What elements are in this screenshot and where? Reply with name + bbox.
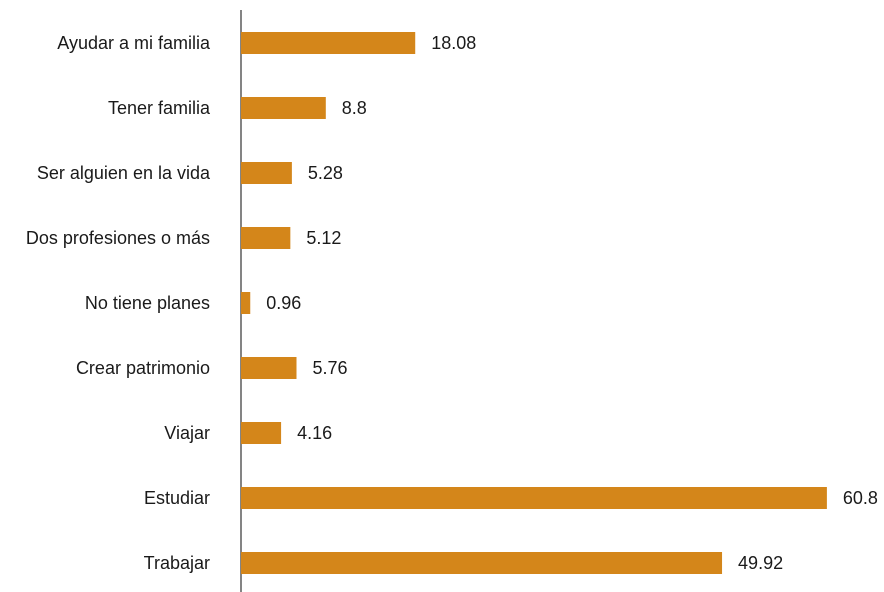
bar [241,422,282,444]
data-label: 5.28 [308,163,343,183]
bar [241,97,326,119]
data-label: 5.12 [306,228,341,248]
data-label: 5.76 [313,358,348,378]
bar [241,487,827,509]
bar [241,292,251,314]
y-tick-label: Trabajar [144,553,210,573]
y-tick-label: Ser alguien en la vida [37,163,211,183]
bar [241,32,416,54]
bar [241,357,297,379]
y-tick-label: Viajar [164,423,210,443]
data-label: 0.96 [266,293,301,313]
bar [241,227,291,249]
y-tick-label: No tiene planes [85,293,210,313]
y-tick-label: Estudiar [144,488,210,508]
data-label: 4.16 [297,423,332,443]
bar [241,162,292,184]
data-label: 60.8 [843,488,878,508]
data-label: 8.8 [342,98,367,118]
y-tick-label: Dos profesiones o más [26,228,210,248]
data-label: 18.08 [431,33,476,53]
y-tick-label: Crear patrimonio [76,358,210,378]
y-tick-label: Tener familia [108,98,211,118]
data-label: 49.92 [738,553,783,573]
y-tick-label: Ayudar a mi familia [57,33,211,53]
bar [241,552,723,574]
